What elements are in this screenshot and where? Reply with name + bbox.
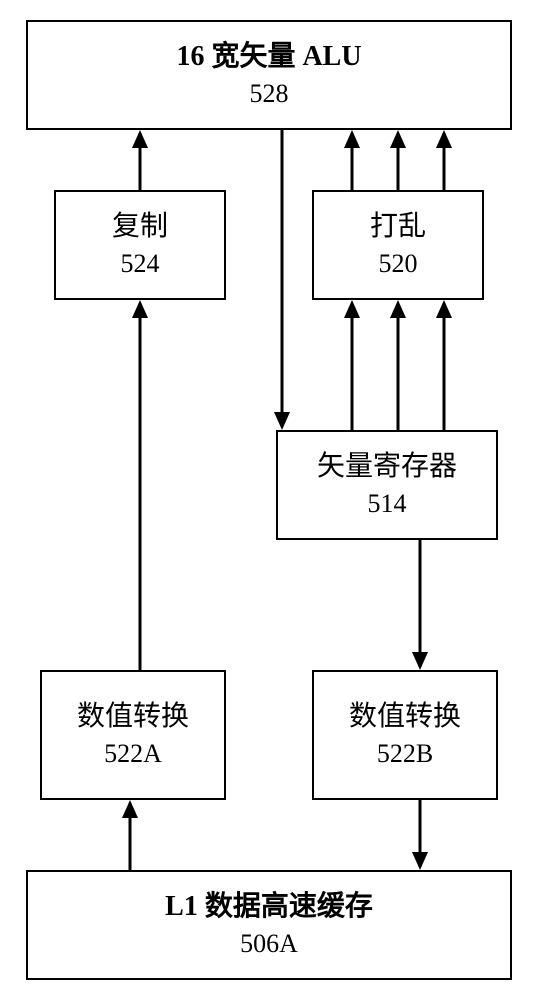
node-l1-number: 506A (240, 926, 298, 962)
node-copy: 复制 524 (54, 190, 226, 300)
node-shuffle-number: 520 (379, 246, 418, 282)
node-conv-a-title: 数值转换 (77, 697, 189, 736)
node-alu-title: 16 宽矢量 ALU (176, 37, 361, 76)
node-conv-b-title: 数值转换 (349, 697, 461, 736)
node-alu: 16 宽矢量 ALU 528 (26, 20, 512, 130)
node-shuffle-title: 打乱 (370, 207, 426, 246)
node-vreg-title: 矢量寄存器 (317, 447, 457, 486)
node-conv-b: 数值转换 522B (312, 670, 498, 800)
node-copy-title: 复制 (112, 207, 168, 246)
node-conv-b-number: 522B (377, 736, 433, 772)
node-l1: L1 数据高速缓存 506A (26, 870, 512, 980)
node-alu-number: 528 (250, 76, 289, 112)
node-vreg: 矢量寄存器 514 (276, 430, 498, 540)
node-copy-number: 524 (121, 246, 160, 282)
node-vreg-number: 514 (368, 486, 407, 522)
node-conv-a: 数值转换 522A (40, 670, 226, 800)
node-shuffle: 打乱 520 (312, 190, 484, 300)
node-l1-title: L1 数据高速缓存 (165, 887, 373, 926)
node-conv-a-number: 522A (104, 736, 162, 772)
